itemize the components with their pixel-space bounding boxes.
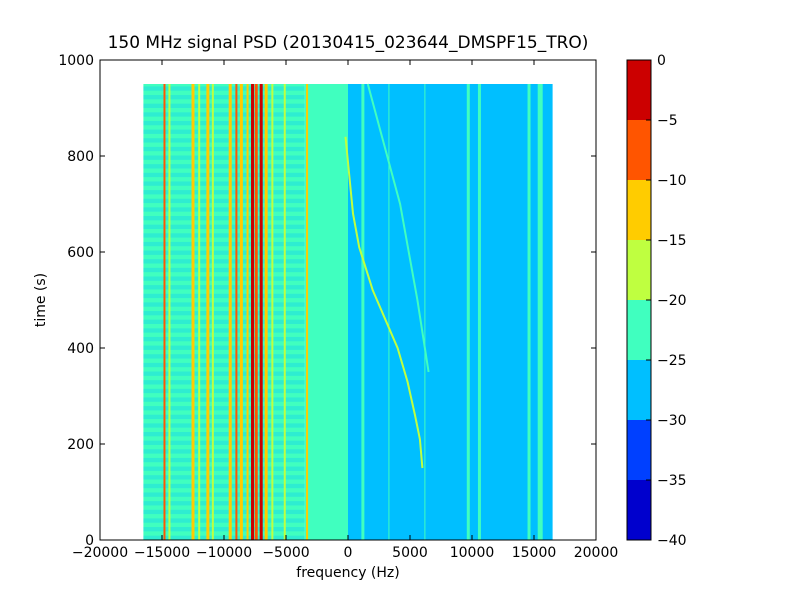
psd-band bbox=[143, 319, 305, 324]
psd-band bbox=[143, 138, 305, 143]
colorbar-segment bbox=[627, 180, 651, 240]
x-tick-label: −10000 bbox=[196, 545, 252, 561]
psd-band bbox=[143, 224, 305, 229]
colorbar-tick-label: −40 bbox=[657, 533, 687, 549]
psd-band bbox=[143, 285, 305, 290]
psd-banding bbox=[143, 86, 305, 540]
colorbar-tick-label: −20 bbox=[657, 293, 687, 309]
y-tick-label: 800 bbox=[67, 149, 94, 165]
psd-band bbox=[143, 276, 305, 281]
psd-band bbox=[143, 311, 305, 316]
colorbar-tick-label: −10 bbox=[657, 173, 687, 189]
psd-band bbox=[143, 250, 305, 255]
psd-band bbox=[143, 216, 305, 221]
psd-band bbox=[143, 466, 305, 471]
psd-band bbox=[143, 371, 305, 376]
colorbar-tick-label: −15 bbox=[657, 233, 687, 249]
psd-band bbox=[143, 492, 305, 497]
colorbar-segment bbox=[627, 420, 651, 480]
x-tick-label: 10000 bbox=[450, 545, 495, 561]
psd-band bbox=[143, 501, 305, 506]
y-tick-label: 0 bbox=[85, 533, 94, 549]
y-tick-label: 1000 bbox=[58, 53, 94, 69]
y-axis: 0 200 400 600 800 1000 bbox=[58, 53, 596, 549]
heatmap-area bbox=[143, 83, 553, 540]
colorbar-segment bbox=[627, 360, 651, 420]
psd-band bbox=[143, 397, 305, 402]
psd-band bbox=[143, 345, 305, 350]
psd-band bbox=[143, 388, 305, 394]
psd-band bbox=[143, 509, 305, 515]
psd-band bbox=[143, 527, 305, 532]
psd-band bbox=[143, 112, 305, 117]
psd-band bbox=[143, 103, 305, 108]
psd-band bbox=[143, 457, 305, 463]
colorbar-segment bbox=[627, 120, 651, 180]
y-tick-label: 600 bbox=[67, 245, 94, 261]
psd-band bbox=[143, 336, 305, 342]
psd-band bbox=[143, 518, 305, 523]
x-tick-label: −5000 bbox=[262, 545, 309, 561]
psd-band bbox=[143, 86, 305, 91]
psd-band bbox=[143, 259, 305, 264]
psd-band bbox=[143, 432, 305, 437]
y-tick-label: 400 bbox=[67, 341, 94, 357]
colorbar: −40 −35 −30 −25 −20 −15 −10 −5 0 bbox=[626, 53, 687, 549]
psd-band bbox=[143, 293, 305, 299]
psd-band bbox=[143, 120, 305, 126]
psd-band bbox=[143, 380, 305, 385]
psd-band bbox=[143, 190, 305, 195]
psd-band bbox=[143, 207, 305, 212]
x-tick-label: −15000 bbox=[134, 545, 190, 561]
doppler-trace bbox=[366, 83, 430, 373]
doppler-trace bbox=[344, 136, 424, 469]
psd-band bbox=[143, 354, 305, 359]
psd-band bbox=[143, 172, 305, 178]
psd-band bbox=[143, 181, 305, 186]
psd-band bbox=[143, 241, 305, 247]
psd-band bbox=[143, 129, 305, 134]
colorbar-tick-label: −5 bbox=[657, 113, 678, 129]
psd-band bbox=[143, 198, 305, 204]
colorbar-tick-label: −35 bbox=[657, 473, 687, 489]
psd-band bbox=[143, 328, 305, 333]
x-tick-label: −20000 bbox=[72, 545, 128, 561]
colorbar-tick-label: 0 bbox=[657, 53, 666, 69]
x-tick-label: 20000 bbox=[574, 545, 619, 561]
x-tick-label: 0 bbox=[344, 545, 353, 561]
psd-band bbox=[143, 483, 305, 489]
x-tick-label: 15000 bbox=[512, 545, 557, 561]
x-axis-label: frequency (Hz) bbox=[296, 565, 399, 581]
y-axis-label: time (s) bbox=[33, 273, 49, 327]
colorbar-segment bbox=[627, 60, 651, 120]
x-axis: −20000 −15000 −10000 −5000 0 5000 10000 15000 20… bbox=[72, 60, 618, 561]
psd-band bbox=[143, 267, 305, 273]
psd-band bbox=[143, 475, 305, 480]
psd-band bbox=[143, 362, 305, 368]
psd-band bbox=[143, 423, 305, 428]
chart-title: 150 MHz signal PSD (20130415_023644_DMSP… bbox=[108, 33, 589, 53]
colorbar-tick-label: −30 bbox=[657, 413, 687, 429]
colorbar-segment bbox=[627, 480, 651, 540]
psd-region bbox=[304, 84, 348, 540]
psd-band bbox=[143, 164, 305, 169]
x-tick-label: 5000 bbox=[392, 545, 428, 561]
psd-band bbox=[143, 233, 305, 238]
psd-band bbox=[143, 155, 305, 160]
colorbar-segment bbox=[627, 300, 651, 360]
y-tick-label: 200 bbox=[67, 437, 94, 453]
colorbar-tick-label: −25 bbox=[657, 353, 687, 369]
psd-band bbox=[143, 440, 305, 445]
psd-band bbox=[143, 414, 305, 420]
psd-band bbox=[143, 146, 305, 152]
psd-band bbox=[143, 406, 305, 411]
psd-band bbox=[143, 95, 305, 100]
psd-band bbox=[143, 449, 305, 454]
colorbar-segment bbox=[627, 240, 651, 300]
psd-band bbox=[143, 302, 305, 307]
psd-region bbox=[348, 84, 553, 540]
